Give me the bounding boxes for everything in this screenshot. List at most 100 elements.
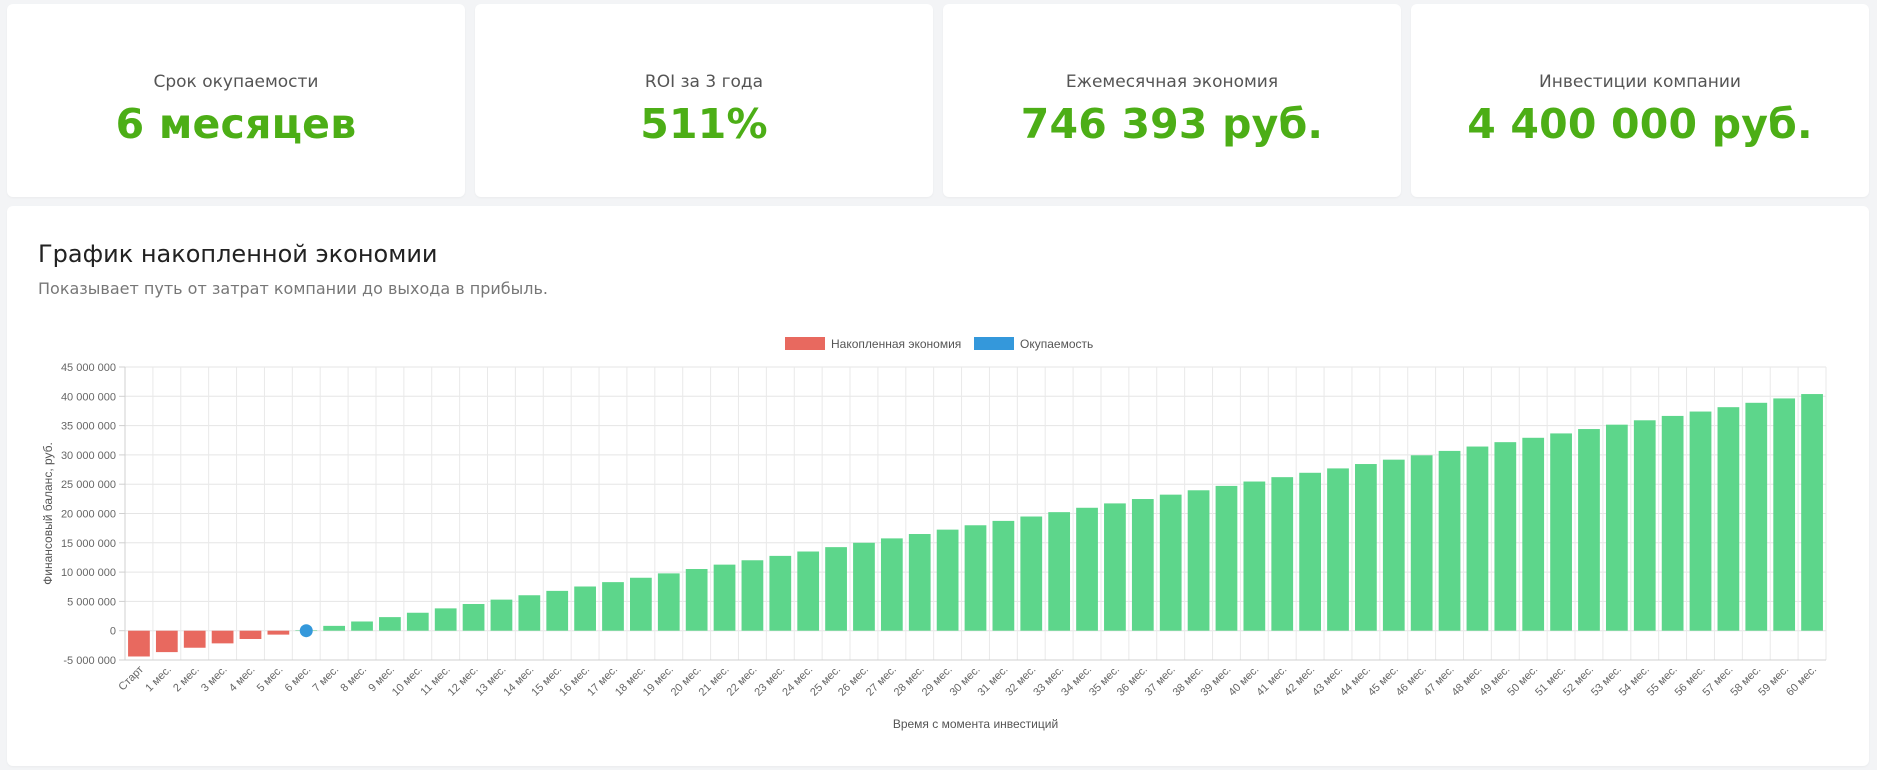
bar-43 <box>1327 468 1349 631</box>
x-tick-label: 3 мес. <box>199 664 230 695</box>
y-axis-title: Финансовый баланс, руб. <box>41 442 55 585</box>
bar-38 <box>1187 490 1210 631</box>
kpi-card-payback: Срок окупаемости 6 месяцев <box>7 4 465 197</box>
bar-45 <box>1382 459 1405 631</box>
y-tick-label: 15 000 000 <box>61 538 116 550</box>
bar-10 <box>406 612 429 631</box>
y-tick-label: 10 000 000 <box>61 567 116 579</box>
bar-3 <box>211 630 234 644</box>
kpi-label: ROI за 3 года <box>644 72 764 92</box>
y-tick-label: 40 000 000 <box>61 391 116 403</box>
x-tick-label: Старт <box>116 664 146 694</box>
bar-59 <box>1773 398 1796 631</box>
payback-point <box>299 624 313 638</box>
bar-19 <box>657 573 680 631</box>
bar-46 <box>1410 455 1433 631</box>
kpi-value: 6 месяцев <box>115 100 357 148</box>
x-tick-label: 8 мес. <box>338 664 369 695</box>
bar-26 <box>853 542 875 631</box>
bar-28 <box>908 534 931 631</box>
bar-17 <box>602 582 624 631</box>
kpi-value: 746 393 руб. <box>1020 100 1324 148</box>
bar-42 <box>1299 472 1321 631</box>
bar-16 <box>574 586 596 631</box>
bar-32 <box>1020 516 1043 631</box>
bar-52 <box>1578 429 1600 631</box>
chart-title: График накопленной экономии <box>38 240 438 268</box>
bar-21 <box>713 564 736 631</box>
bar-11 <box>434 608 457 631</box>
chart-subtitle: Показывает путь от затрат компании до вы… <box>38 279 548 298</box>
bar-18 <box>630 577 652 631</box>
bar-31 <box>992 520 1015 631</box>
y-tick-label: 5 000 000 <box>67 596 116 608</box>
x-tick-label: 1 мес. <box>143 664 174 695</box>
kpi-value: 511% <box>640 100 768 148</box>
legend-label-1: Окупаемость <box>1020 337 1093 351</box>
x-tick-label: 5 мес. <box>255 664 286 695</box>
bar-54 <box>1633 420 1656 631</box>
bar-50 <box>1522 437 1545 631</box>
x-axis-title: Время с момента инвестиций <box>893 717 1058 731</box>
bar-53 <box>1605 424 1628 631</box>
x-tick-label: 6 мес. <box>283 664 314 695</box>
kpi-card-investment: Инвестиции компании 4 400 000 руб. <box>1411 4 1869 197</box>
bar-36 <box>1131 499 1154 631</box>
bar-0 <box>128 630 150 657</box>
x-tick-label: 7 мес. <box>311 664 342 695</box>
bar-8 <box>351 621 373 631</box>
bar-33 <box>1048 512 1071 631</box>
bar-35 <box>1104 503 1126 631</box>
kpi-value: 4 400 000 руб. <box>1467 100 1813 148</box>
bar-5 <box>267 630 290 635</box>
y-tick-label: 30 000 000 <box>61 450 116 462</box>
bar-41 <box>1271 477 1294 631</box>
bar-39 <box>1215 485 1238 631</box>
bar-47 <box>1438 450 1461 631</box>
bar-60 <box>1801 394 1823 631</box>
bar-51 <box>1550 433 1572 631</box>
bar-15 <box>546 590 569 631</box>
legend-swatch-1 <box>974 337 1014 350</box>
bar-49 <box>1494 442 1517 631</box>
x-tick-label: 4 мес. <box>227 664 258 695</box>
bar-13 <box>490 599 513 631</box>
bar-56 <box>1689 411 1712 631</box>
bar-20 <box>685 569 708 631</box>
bar-7 <box>323 625 346 631</box>
kpi-card-monthly-savings: Ежемесячная экономия 746 393 руб. <box>943 4 1401 197</box>
bar-2 <box>183 630 206 648</box>
bar-40 <box>1243 481 1266 631</box>
bar-9 <box>379 617 401 631</box>
chart-card: График накопленной экономии Показывает п… <box>7 206 1869 766</box>
y-tick-label: 25 000 000 <box>61 479 116 491</box>
bar-23 <box>769 555 792 631</box>
bar-1 <box>155 630 178 653</box>
y-tick-label: 35 000 000 <box>61 421 116 433</box>
bar-4 <box>239 630 262 639</box>
bar-44 <box>1355 464 1377 631</box>
bar-48 <box>1466 446 1489 631</box>
kpi-label: Инвестиции компании <box>1539 72 1741 92</box>
legend-label-0: Накопленная экономия <box>831 337 961 351</box>
bar-55 <box>1661 415 1684 631</box>
bar-34 <box>1076 507 1098 631</box>
bar-29 <box>936 529 959 631</box>
bar-25 <box>825 547 847 631</box>
bar-27 <box>880 538 903 631</box>
bar-57 <box>1717 407 1740 631</box>
y-tick-label: 20 000 000 <box>61 509 116 521</box>
y-tick-label: 45 000 000 <box>61 362 116 374</box>
y-tick-label: 0 <box>110 626 116 638</box>
legend-swatch-0 <box>785 337 825 350</box>
bar-14 <box>518 595 541 631</box>
y-tick-label: -5 000 000 <box>63 655 116 667</box>
kpi-label: Ежемесячная экономия <box>1065 72 1279 92</box>
x-tick-label: 60 мес. <box>1784 664 1819 699</box>
bar-58 <box>1745 402 1768 631</box>
bar-30 <box>964 525 987 631</box>
bar-37 <box>1159 494 1182 631</box>
x-tick-label: 2 мес. <box>171 664 202 695</box>
x-tick-label: 10 мес. <box>390 664 425 699</box>
bar-24 <box>797 551 820 631</box>
